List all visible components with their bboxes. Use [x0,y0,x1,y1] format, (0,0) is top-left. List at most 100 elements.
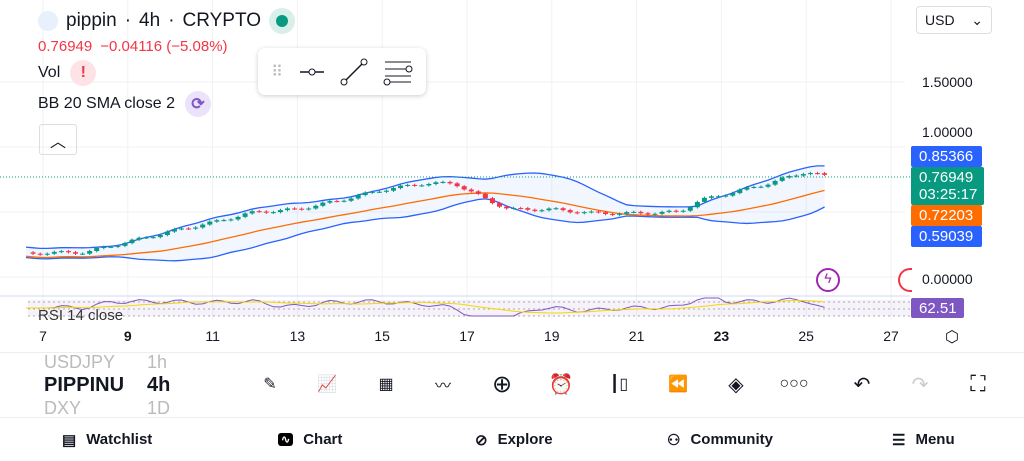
current-symbol[interactable]: PIPPINU [44,374,125,396]
nav-chart[interactable]: ∿ Chart [278,431,342,448]
next-symbol[interactable]: DXY [44,398,82,418]
candle [822,173,828,175]
candle [539,210,545,212]
draw-pencil-icon[interactable]: ✎ [263,376,277,393]
candle [772,180,778,185]
candle [228,219,234,221]
bb-upper-line [25,165,825,250]
trend-line-icon[interactable] [340,58,368,86]
replay-icon[interactable]: ⏪ [668,376,688,393]
candle [412,184,418,186]
nav-community[interactable]: ⚇ Community [667,431,773,449]
candle [511,208,517,210]
candle [588,211,594,213]
candle [504,206,510,209]
rsi-tag: 62.51 [911,298,964,318]
economic-event-icon[interactable] [898,268,912,292]
change: −0.04116 (−5.08%) [100,38,228,55]
candle [709,196,715,198]
candle [730,193,736,196]
nav-watchlist[interactable]: ▤ Watchlist [62,431,152,449]
nav-label: Watchlist [86,431,153,448]
candle [355,195,361,199]
price-label: 1.00000 [922,124,973,140]
candle [214,220,220,222]
candle [454,183,460,187]
next-tf[interactable]: 1D [147,398,171,418]
candle [645,213,651,215]
candle [793,175,799,177]
chevron-down-icon: ⌄ [971,12,983,28]
layers-icon[interactable]: ◈ [728,373,744,396]
bb-label: BB 20 SMA close 2 [38,95,175,112]
redo-icon[interactable]: ↷ [911,373,929,396]
candle [617,213,623,215]
alarm-icon[interactable]: ⏰ [548,373,574,396]
add-icon[interactable]: ⊕ [491,370,513,398]
candle [482,193,488,199]
vol-indicator[interactable]: Vol! [38,60,97,86]
candle [150,237,156,239]
market-status-icon[interactable] [269,8,296,34]
candle [433,182,439,185]
candle [723,195,729,197]
nav-explore[interactable]: ⊘ Explore [475,431,553,449]
drag-handle-icon[interactable]: ⠿ [271,63,283,81]
lightning-event-icon[interactable]: ϟ [816,268,840,292]
bottom-toolbar: USDJPY 1h PIPPINU 4h DXY 1D [0,352,1024,418]
horizontal-line-icon[interactable] [298,66,326,78]
price-change: 0.76949 −0.04116 (−5.08%) [38,38,228,55]
nav-label: Chart [303,431,343,448]
more-icon[interactable]: ○○○ [779,375,809,392]
candle [164,231,170,235]
last-price-tag: 0.76949 03:25:17 [911,167,984,205]
currency-value: USD [925,12,955,28]
candles-icon[interactable]: ┃▯ [609,376,629,393]
warning-icon[interactable]: ! [70,60,97,86]
candle [652,213,658,215]
currency-select[interactable]: USD ⌄ [916,6,992,34]
candle [405,184,411,186]
refresh-icon[interactable]: ⟳ [184,91,211,117]
nav-menu[interactable]: ☰ Menu [892,431,955,449]
candle [581,212,587,214]
parallel-channel-icon[interactable] [383,58,413,86]
price-chart[interactable] [0,0,1024,352]
sep: · [168,10,175,31]
candle [171,229,177,232]
candle [666,210,672,212]
candle [659,211,665,214]
candle [341,200,347,202]
candle [108,246,114,248]
sep: · [124,10,132,31]
bb-indicator[interactable]: BB 20 SMA close 2 ⟳ [38,91,211,117]
collapse-legend-button[interactable]: ︿ [39,124,77,155]
candle [327,201,333,203]
candle [716,196,722,198]
time-label: 23 [713,328,730,344]
patterns-icon[interactable]: 〰 [434,378,451,395]
current-tf[interactable]: 4h [147,374,171,396]
candle [383,190,389,192]
undo-icon[interactable]: ↶ [853,373,871,396]
candle [595,211,601,213]
bb-fill [26,165,825,261]
price-label: 0.00000 [922,271,973,287]
candle [136,237,142,240]
bb-basis-tag: 0.72203 [911,205,982,226]
candle [553,208,559,210]
candle [765,184,771,187]
symbol-picker-prev[interactable]: USDJPY [44,353,115,371]
layout-grid-icon[interactable]: ▦ [378,376,394,393]
candle [624,212,630,214]
indicators-icon[interactable]: 📈 [317,376,337,393]
candle [489,198,495,204]
exchange: CRYPTO [182,10,262,31]
candle [30,252,36,254]
nav-label: Menu [915,431,955,448]
candle [207,221,213,225]
symbol-legend[interactable]: pippin · 4h · CRYPTO [38,8,296,34]
settings-hexagon-icon[interactable]: ⬡ [945,329,959,346]
fullscreen-icon[interactable]: ⛶ [970,371,986,396]
prev-tf[interactable]: 1h [147,352,168,372]
